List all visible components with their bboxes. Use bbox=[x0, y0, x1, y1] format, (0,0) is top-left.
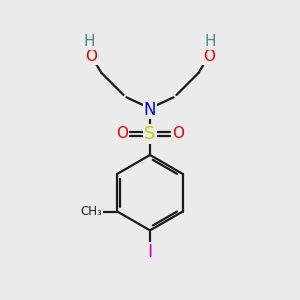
Text: O: O bbox=[116, 126, 128, 141]
Text: N: N bbox=[144, 101, 156, 119]
Text: H: H bbox=[205, 34, 216, 49]
Text: O: O bbox=[172, 126, 184, 141]
Text: I: I bbox=[147, 243, 153, 261]
Text: O: O bbox=[203, 49, 215, 64]
Text: CH₃: CH₃ bbox=[81, 205, 103, 218]
Text: H: H bbox=[84, 34, 95, 49]
Text: O: O bbox=[85, 49, 97, 64]
Text: S: S bbox=[144, 125, 156, 143]
